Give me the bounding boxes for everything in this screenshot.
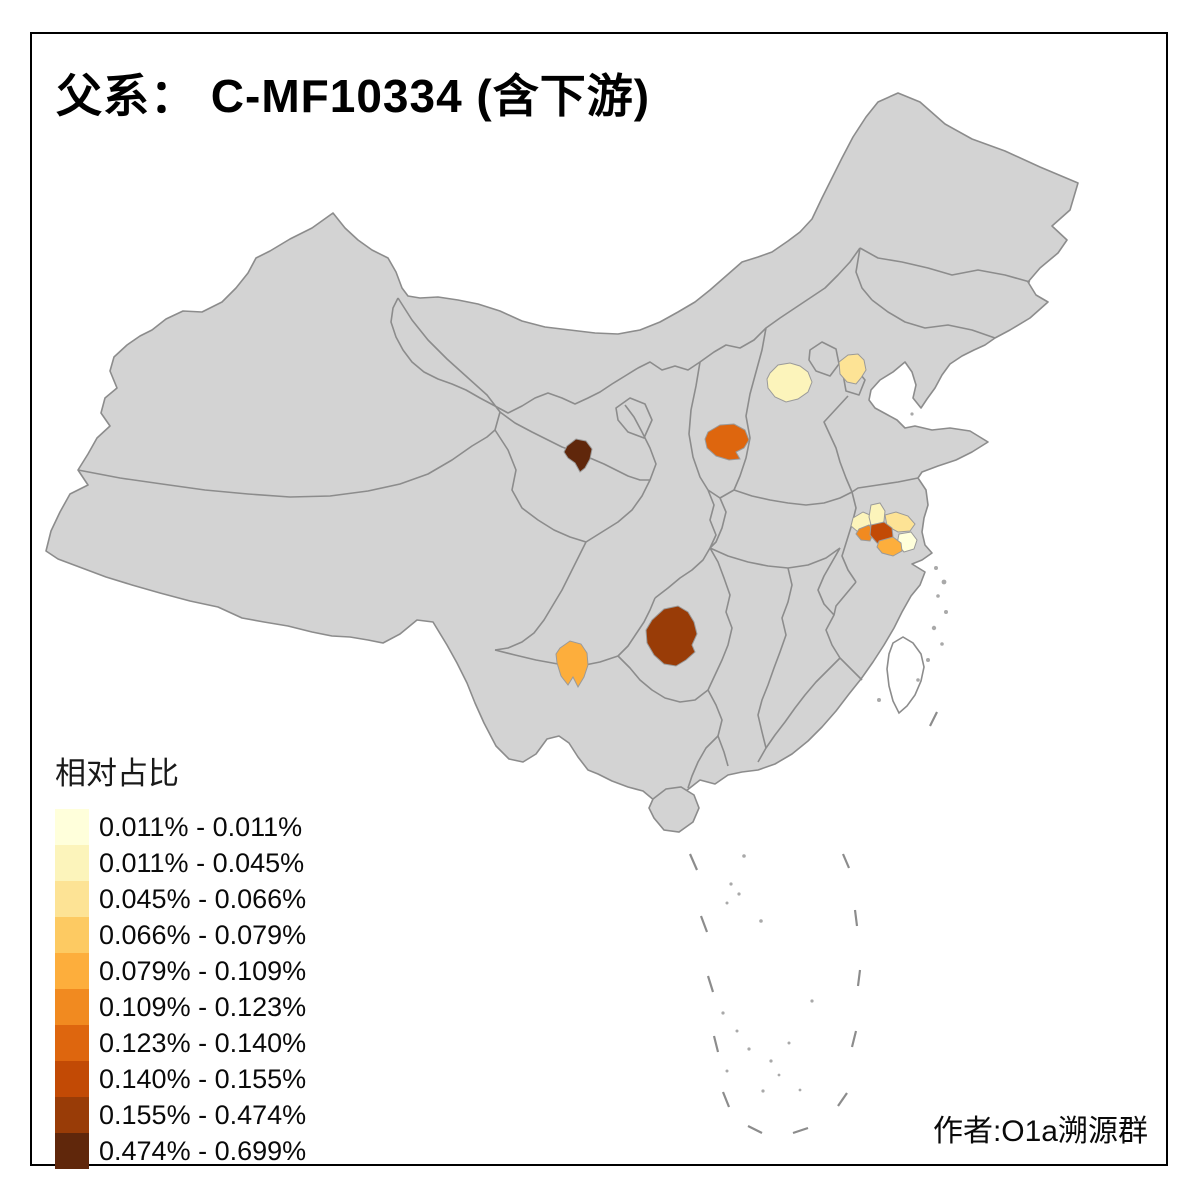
legend-item: 0.011% - 0.045% <box>55 845 306 881</box>
map-title: 父系： C-MF10334 (含下游) <box>56 70 651 122</box>
legend-swatch <box>55 845 89 881</box>
region-jiangsu-wuxi-suzhou <box>876 536 903 557</box>
legend-label: 0.123% - 0.140% <box>99 1027 307 1058</box>
legend-label: 0.155% - 0.474% <box>99 1099 307 1130</box>
legend-label: 0.066% - 0.079% <box>99 919 307 950</box>
legend-swatch <box>55 953 89 989</box>
hainan-island <box>648 786 700 833</box>
legend-swatch <box>55 881 89 917</box>
region-jiangsu-zhenjiang <box>855 524 875 542</box>
legend-swatch <box>55 1133 89 1169</box>
legend-swatch <box>55 809 89 845</box>
legend-swatch <box>55 1025 89 1061</box>
legend-swatch <box>55 1097 89 1133</box>
legend-item: 0.011% - 0.011% <box>55 809 306 845</box>
highlight-regions <box>555 353 918 689</box>
region-yunnan-yuxi <box>555 640 589 689</box>
author-credit: 作者:O1a溯源群 <box>932 1115 1148 1148</box>
legend-item: 0.109% - 0.123% <box>55 989 306 1025</box>
legend-label: 0.109% - 0.123% <box>99 991 307 1022</box>
legend: 相对占比 0.011% - 0.011% 0.011% - 0.045% 0.0… <box>55 748 306 1169</box>
south-china-sea-islets <box>721 854 814 1093</box>
nine-dash-line <box>688 711 938 1135</box>
mainland-outline <box>45 92 1079 818</box>
legend-label: 0.011% - 0.011% <box>99 811 303 842</box>
legend-item: 0.140% - 0.155% <box>55 1061 306 1097</box>
legend-label: 0.045% - 0.066% <box>99 883 307 914</box>
legend-title: 相对占比 <box>55 756 179 791</box>
region-qinghai-xining <box>563 438 593 473</box>
legend-item: 0.123% - 0.140% <box>55 1025 306 1061</box>
taiwan-island <box>886 636 925 715</box>
legend-item: 0.066% - 0.079% <box>55 917 306 953</box>
region-shanxi-south <box>704 423 750 461</box>
coastal-islets <box>877 412 948 702</box>
legend-label: 0.474% - 0.699% <box>99 1135 307 1166</box>
legend-swatch <box>55 917 89 953</box>
region-guizhou-guiyang <box>645 605 698 667</box>
legend-item: 0.474% - 0.699% <box>55 1133 306 1169</box>
region-hebei-tangshan <box>838 353 867 385</box>
legend-label: 0.011% - 0.045% <box>99 847 305 878</box>
legend-label: 0.079% - 0.109% <box>99 955 307 986</box>
legend-item: 0.155% - 0.474% <box>55 1097 306 1133</box>
legend-swatch <box>55 1061 89 1097</box>
legend-label: 0.140% - 0.155% <box>99 1063 307 1094</box>
legend-item: 0.079% - 0.109% <box>55 953 306 989</box>
plot-frame <box>30 32 1168 1166</box>
province-borders <box>77 247 1031 789</box>
legend-item: 0.045% - 0.066% <box>55 881 306 917</box>
legend-swatch <box>55 989 89 1025</box>
region-hebei-baoding <box>766 362 813 403</box>
